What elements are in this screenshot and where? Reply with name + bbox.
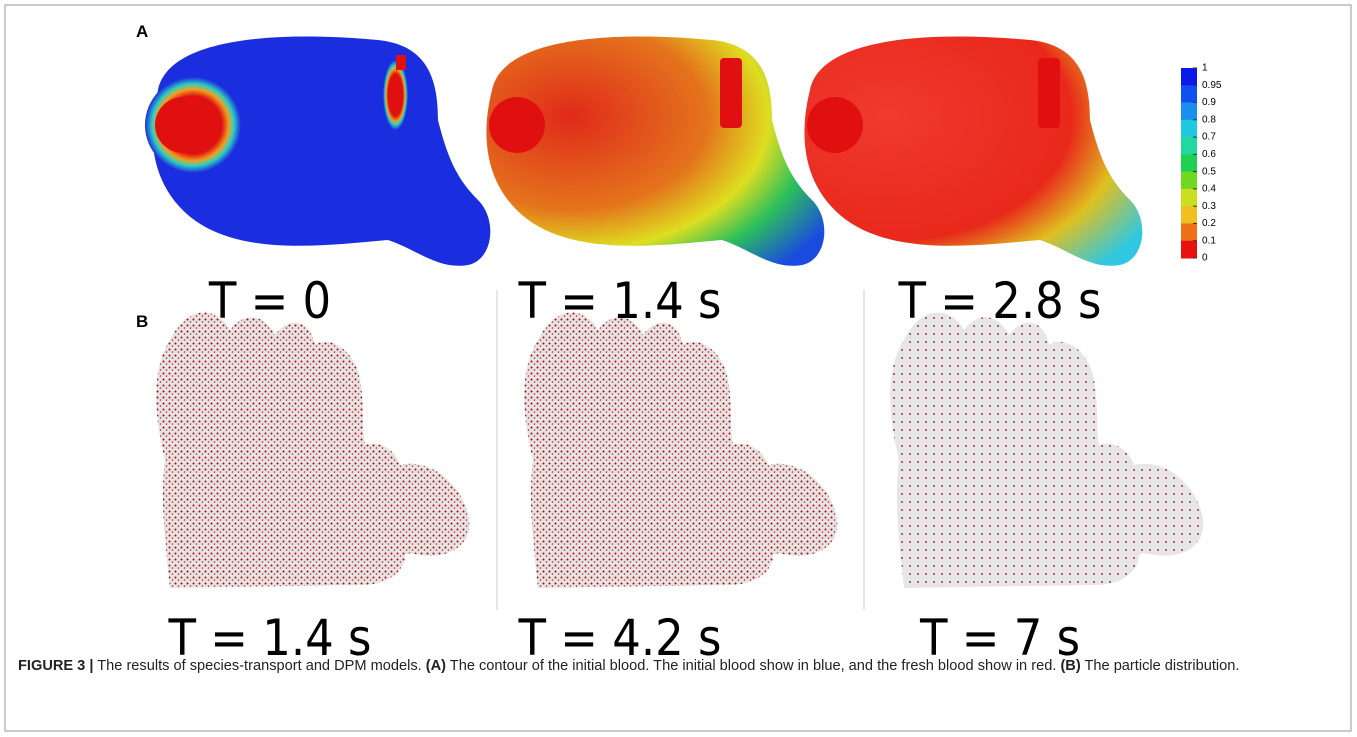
- tick-label: 0.5: [1202, 166, 1216, 177]
- caption: FIGURE 3 | The results of species-transp…: [18, 655, 1336, 677]
- caption-text: The results of species-transport and DPM…: [93, 658, 425, 674]
- tick-label: 0.2: [1202, 218, 1216, 229]
- color-band: [1181, 120, 1197, 138]
- contour-image: [486, 37, 824, 266]
- figure-art: 1 0.95 0.9 0.8 0.7 0.6 0.5 0.4 0.3 0.2 0.1 0 A T = 0…: [0, 0, 1357, 737]
- color-band: [1181, 223, 1197, 241]
- tick-label: 0.7: [1202, 132, 1216, 143]
- color-band: [1181, 206, 1197, 224]
- panel-label: B: [136, 312, 148, 331]
- color-band: [1181, 189, 1197, 207]
- tick-label: 0.8: [1202, 114, 1216, 125]
- color-band: [1181, 241, 1197, 259]
- particle-image: [524, 313, 837, 589]
- color-band: [1181, 85, 1197, 103]
- colorbar: 1 0.95 0.9 0.8 0.7 0.6 0.5 0.4 0.3 0.2 0.1 0: [1181, 63, 1222, 264]
- tick-label: 0: [1202, 253, 1208, 264]
- caption-text: The particle distribution.: [1081, 658, 1240, 674]
- particle-image: [890, 313, 1203, 589]
- tick-label: 0.6: [1202, 149, 1216, 160]
- contour-image: [804, 37, 1142, 266]
- color-band: [1181, 68, 1197, 86]
- time-label: T = 0: [208, 272, 331, 330]
- color-band: [1181, 172, 1197, 190]
- tick-label: 1: [1202, 63, 1208, 74]
- figure: 1 0.95 0.9 0.8 0.7 0.6 0.5 0.4 0.3 0.2 0.1 0 A T = 0…: [0, 0, 1357, 737]
- panel-ref: (B): [1060, 658, 1080, 674]
- tick-label: 0.9: [1202, 97, 1216, 108]
- panel-ref: (A): [426, 658, 446, 674]
- color-band: [1181, 137, 1197, 155]
- color-band: [1181, 154, 1197, 172]
- tick-label: 0.1: [1202, 235, 1216, 246]
- caption-text: The contour of the initial blood. The in…: [446, 658, 1060, 674]
- color-band: [1181, 103, 1197, 121]
- figure-label: FIGURE 3 |: [18, 658, 93, 674]
- tick-label: 0.3: [1202, 201, 1216, 212]
- contour-image: [145, 37, 490, 266]
- time-label: T = 1.4 s: [518, 272, 722, 330]
- time-label: T = 2.8 s: [898, 272, 1102, 330]
- particle-image: [156, 313, 469, 589]
- panel-label: A: [136, 22, 148, 41]
- tick-label: 0.4: [1202, 184, 1216, 195]
- tick-label: 0.95: [1202, 80, 1222, 91]
